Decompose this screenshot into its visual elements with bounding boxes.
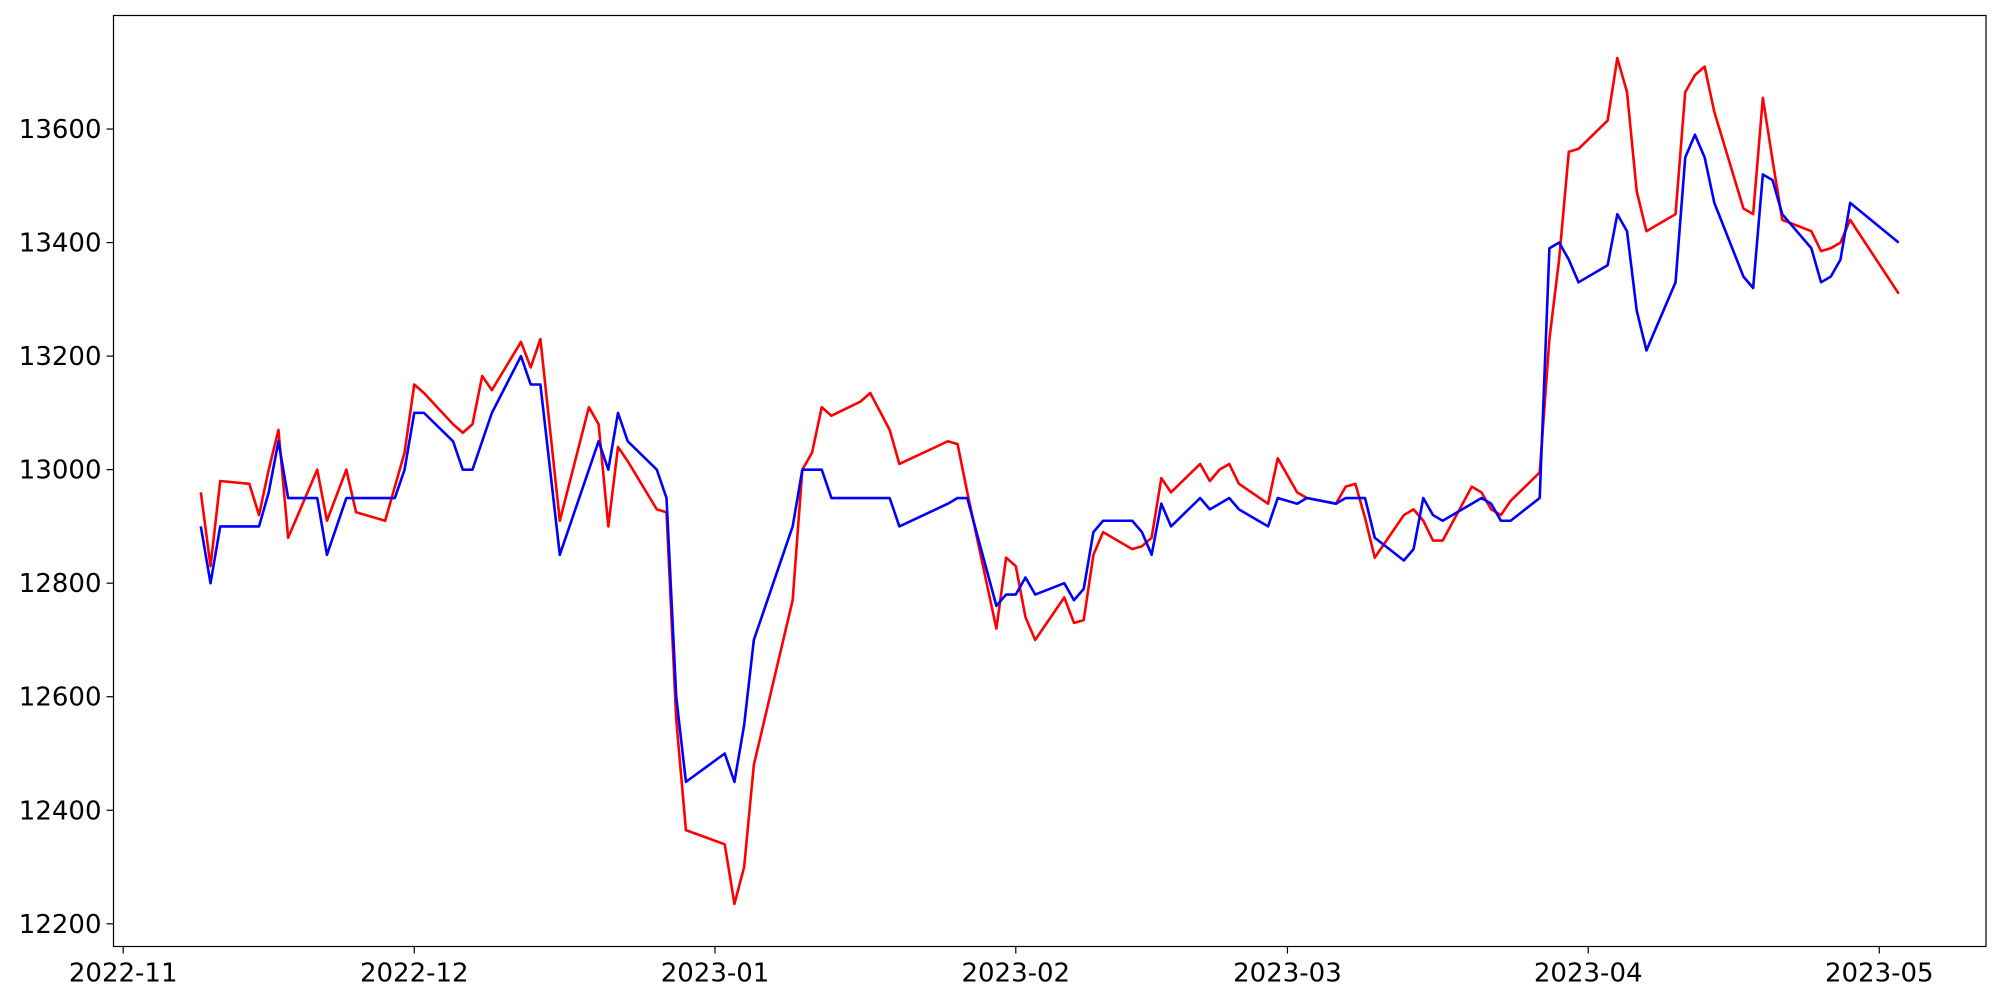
x-tick-label: 2022-12: [360, 959, 469, 989]
y-tick-label: 13600: [19, 115, 102, 145]
x-tick-label: 2022-11: [69, 959, 178, 989]
y-tick-label: 12400: [19, 796, 102, 826]
y-tick-label: 12800: [19, 569, 102, 599]
x-tick-label: 2023-04: [1534, 959, 1643, 989]
x-tick-label: 2023-05: [1825, 959, 1934, 989]
x-tick-label: 2023-01: [661, 959, 770, 989]
x-tick-label: 2023-02: [961, 959, 1070, 989]
y-tick-label: 13200: [19, 342, 102, 372]
y-tick-label: 12200: [19, 910, 102, 940]
x-tick-label: 2023-03: [1233, 959, 1342, 989]
y-tick-label: 13400: [19, 229, 102, 259]
plot-frame: [112, 14, 1987, 948]
y-tick-label: 13000: [19, 456, 102, 486]
y-tick-label: 12600: [19, 683, 102, 713]
line-series: [199, 56, 1900, 906]
line-series: [199, 133, 1900, 784]
